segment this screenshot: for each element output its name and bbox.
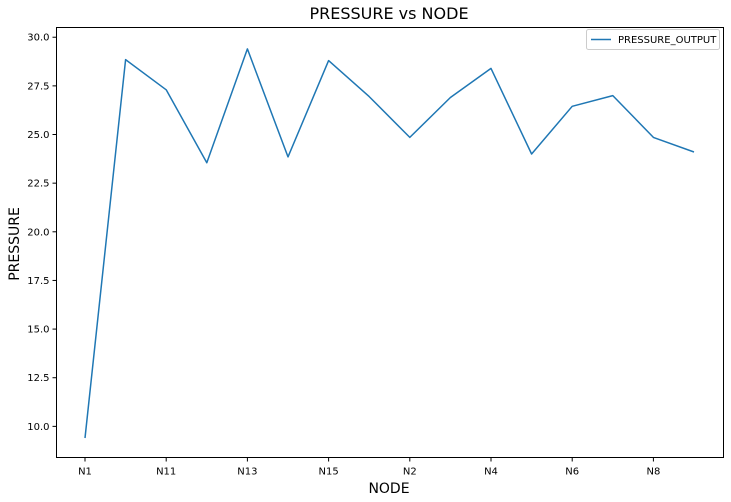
y-tick-label: 15.0 [27,325,49,336]
y-tick-label: 30.0 [27,33,49,44]
x-tick-label: N13 [237,467,257,478]
legend: PRESSURE_OUTPUT [586,29,720,50]
x-axis-label: NODE [368,481,409,497]
series-line [84,48,695,439]
y-tick-label: 22.5 [27,179,49,190]
y-axis: 10.0 12.5 15.0 17.5 20.0 22.5 25.0 27.5 30.0 [27,33,57,433]
y-tick-label: 12.5 [27,373,49,384]
plot-frame [56,27,724,458]
plot-area [84,48,695,439]
legend-box [586,29,720,50]
x-tick-label: N11 [156,467,176,478]
chart-title: PRESSURE vs NODE [309,4,468,23]
legend-label: PRESSURE_OUTPUT [618,35,717,46]
y-axis-label: PRESSURE [7,207,23,281]
y-tick-label: 17.5 [27,276,49,287]
x-tick-label: N15 [318,467,338,478]
x-axis: N1 N11 N13 N15 N2 N4 N6 N8 [78,457,660,478]
y-tick-label: 25.0 [27,130,49,141]
x-tick-label: N8 [646,467,660,478]
x-tick-label: N6 [565,467,579,478]
x-tick-label: N2 [403,467,417,478]
y-tick-label: 20.0 [27,227,49,238]
y-tick-label: 27.5 [27,81,49,92]
y-tick-label: 10.0 [27,422,49,433]
x-tick-label: N4 [484,467,498,478]
x-tick-label: N1 [78,467,92,478]
